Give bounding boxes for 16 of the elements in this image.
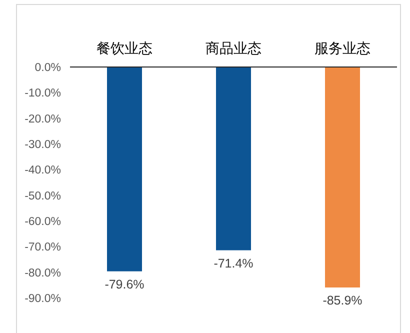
x-tick-label: 商品业态 — [206, 40, 262, 56]
y-tick-label: -30.0% — [24, 139, 61, 151]
y-tick-label: -50.0% — [24, 190, 61, 202]
data-label: -85.9% — [322, 293, 362, 308]
data-label: -71.4% — [214, 256, 254, 270]
data-label: -79.6% — [104, 277, 144, 292]
y-tick-label: -70.0% — [24, 242, 61, 254]
y-tick-label: -10.0% — [24, 88, 61, 100]
x-tick-label: 服务业态 — [314, 40, 370, 56]
y-tick-label: -80.0% — [24, 267, 61, 280]
y-tick-label: -90.0% — [24, 293, 61, 305]
y-tick-label: -20.0% — [24, 113, 61, 126]
x-tick-label: 餐饮业态 — [96, 40, 152, 56]
y-tick-label: -60.0% — [24, 216, 61, 228]
y-tick-label: 0.0% — [34, 62, 61, 74]
y-tick-label: -40.0% — [24, 164, 61, 177]
